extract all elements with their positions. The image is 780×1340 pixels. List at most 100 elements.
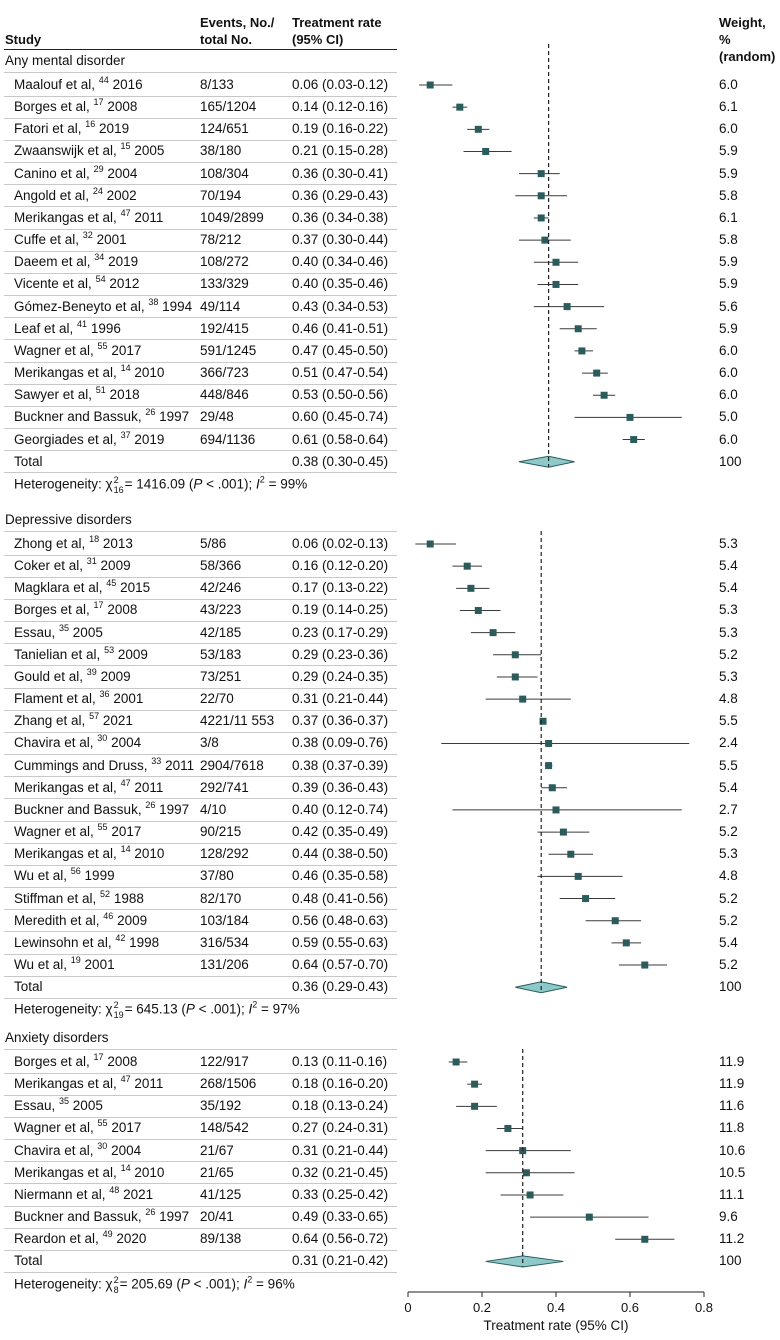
estimate-marker (471, 1102, 479, 1110)
study-name: Wagner et al, 55 2017 (14, 823, 141, 841)
rate-cell: 0.31 (0.21-0.44) (292, 691, 389, 707)
rate-cell: 0.56 (0.48-0.63) (292, 912, 389, 928)
events-cell: 20/41 (200, 1209, 234, 1225)
study-year: 2008 (103, 1054, 138, 1069)
study-name: Leaf et al, 41 1996 (14, 319, 121, 338)
study-name: Merikangas et al, 14 2010 (14, 364, 164, 382)
study-ref: 16 (85, 119, 96, 130)
row-divider (4, 1183, 397, 1185)
study-name: Merikangas et al, 14 2010 (14, 1163, 165, 1182)
study-ref: 52 (100, 888, 111, 899)
study-author: Georgiades et al, (14, 431, 121, 447)
study-name: Georgiades et al, 37 2019 (14, 430, 164, 449)
study-name: Tanielian et al, 53 2009 (14, 644, 148, 664)
study-name: Angold et al, 24 2002 (14, 186, 137, 205)
study-ref: 17 (93, 1052, 104, 1062)
row-divider (4, 228, 397, 230)
study-year: 2009 (96, 558, 131, 574)
study-year: 2020 (112, 1231, 147, 1247)
het-i: I (243, 1276, 248, 1292)
row-divider (4, 428, 397, 430)
study-ref: 53 (104, 644, 115, 655)
study-ref: 55 (97, 340, 108, 351)
rate-cell: 0.14 (0.12-0.16) (292, 99, 389, 115)
estimate-marker (482, 147, 490, 155)
weight-cell: 5.3 (719, 846, 738, 862)
row-divider (4, 887, 397, 889)
study-year: 2009 (113, 912, 148, 928)
study-author: Merikangas et al, (14, 1164, 121, 1180)
study-ref: 31 (86, 556, 97, 567)
study-name: Zhang et al, 57 2021 (14, 712, 133, 730)
row-divider (4, 95, 397, 97)
weight-cell: 5.3 (719, 536, 738, 551)
events-cell: 108/304 (200, 165, 249, 181)
rate-cell: 0.40 (0.12-0.74) (292, 801, 389, 817)
weight-cell: 5.2 (719, 646, 738, 662)
x-axis-label: Treatment rate (95% CI) (483, 1318, 628, 1333)
study-author: Tanielian et al, (14, 646, 105, 662)
study-name: Zhong et al, 18 2013 (14, 535, 133, 553)
row-divider (4, 117, 397, 119)
weight-cell: 6.0 (719, 387, 738, 403)
row-divider (4, 361, 397, 363)
het-sup: 2 (113, 1274, 119, 1285)
study-year: 2018 (105, 387, 140, 403)
rate-cell: 0.31 (0.21-0.44) (292, 1142, 389, 1158)
study-year: 1997 (155, 1209, 190, 1225)
events-cell: 448/846 (200, 387, 249, 403)
col-header-weight-line1: Weight, % (719, 15, 766, 47)
study-author: Angold et al, (14, 187, 93, 203)
events-cell: 5/86 (200, 536, 227, 551)
study-author: Fatori et al, (14, 121, 86, 137)
row-divider (4, 1094, 397, 1096)
row-divider (4, 776, 397, 778)
weight-cell: 11.9 (719, 1076, 745, 1092)
estimate-marker (456, 103, 464, 111)
events-cell: 37/80 (200, 868, 234, 884)
estimate-marker (630, 436, 638, 444)
study-author: Merikangas et al, (14, 846, 121, 862)
events-cell: 3/8 (200, 735, 219, 751)
study-author: Merikangas et al, (14, 209, 121, 225)
weight-cell: 5.8 (719, 232, 738, 248)
weight-cell: 5.5 (719, 713, 738, 729)
row-divider (4, 1161, 397, 1163)
study-year: 2010 (130, 1164, 165, 1180)
study-ref: 47 (120, 1074, 131, 1085)
study-author: Coker et al, (14, 558, 87, 574)
study-ref: 34 (94, 252, 105, 263)
study-year: 2008 (103, 99, 138, 115)
study-ref: 19 (70, 955, 81, 966)
study-author: Borges et al, (14, 1054, 94, 1069)
estimate-marker (574, 872, 582, 880)
study-name: Reardon et al, 49 2020 (14, 1230, 146, 1248)
estimate-marker (467, 584, 475, 592)
weight-cell: 5.3 (719, 624, 738, 640)
study-ref: 30 (97, 733, 108, 744)
study-author: Wagner et al, (14, 824, 98, 840)
col-header-events: Events, No./ total No. (200, 14, 274, 48)
estimate-marker (578, 347, 586, 355)
estimate-marker (574, 325, 582, 333)
rate-cell: 0.36 (0.34-0.38) (292, 209, 389, 225)
study-year: 2011 (130, 1076, 164, 1092)
estimate-marker (641, 1235, 649, 1243)
het-sup: 2 (113, 1000, 119, 1011)
study-author: Maalouf et al, (14, 77, 99, 92)
events-cell: 8/133 (200, 77, 234, 92)
het-chi-scripts: 2 19 (114, 1000, 124, 1020)
weight-cell: 5.9 (719, 320, 738, 336)
study-name: Essau, 35 2005 (14, 1097, 103, 1115)
study-name: Merikangas et al, 47 2011 (14, 208, 163, 227)
het-chi-scripts: 2 16 (114, 475, 124, 495)
study-name: Chavira et al, 30 2004 (14, 1141, 141, 1160)
row-divider (4, 1139, 397, 1141)
x-tick-label: 0 (404, 1300, 411, 1315)
weight-cell: 2.7 (719, 801, 738, 817)
rate-cell: 0.61 (0.58-0.64) (292, 431, 389, 447)
row-divider (4, 206, 397, 208)
total-weight: 100 (719, 979, 742, 995)
